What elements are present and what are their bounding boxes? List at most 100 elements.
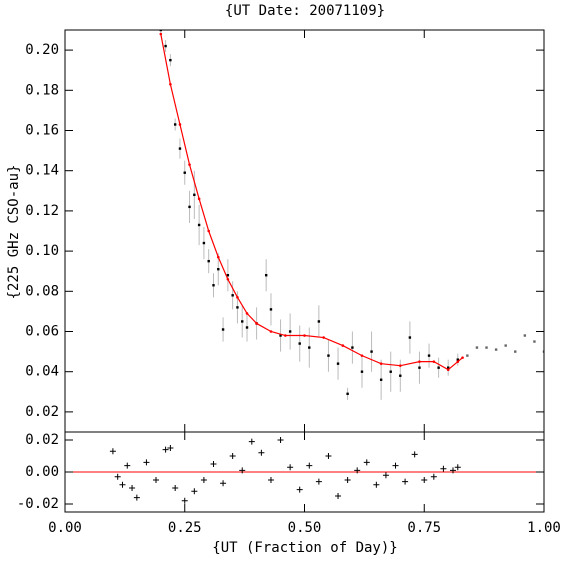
fit-point bbox=[178, 123, 182, 126]
residual-point bbox=[392, 462, 399, 469]
y-tick-label: 0.10 bbox=[25, 243, 59, 259]
data-point bbox=[226, 274, 230, 277]
data-point bbox=[379, 378, 383, 381]
y-tick-label: 0.18 bbox=[25, 82, 59, 98]
residual-point bbox=[229, 453, 236, 459]
data-point bbox=[389, 370, 392, 373]
data-point bbox=[408, 336, 412, 339]
residual-point bbox=[119, 481, 126, 488]
data-point bbox=[346, 392, 349, 396]
fit-point bbox=[236, 296, 239, 299]
residual-point bbox=[133, 494, 140, 501]
data-point bbox=[164, 44, 167, 48]
fit-point bbox=[197, 197, 201, 201]
data-point bbox=[279, 334, 282, 337]
fit-point bbox=[255, 322, 258, 325]
residual-point bbox=[210, 461, 217, 467]
data-point bbox=[264, 274, 268, 277]
data-point bbox=[370, 350, 373, 353]
data-point bbox=[351, 346, 354, 349]
fit-point bbox=[432, 360, 436, 363]
data-point bbox=[360, 370, 364, 373]
residual-point bbox=[239, 467, 246, 474]
fit-point bbox=[399, 364, 402, 367]
residual-point bbox=[277, 437, 284, 443]
data-point bbox=[542, 350, 544, 353]
data-point bbox=[437, 366, 440, 369]
data-point bbox=[514, 350, 517, 353]
residual-point bbox=[248, 438, 255, 445]
data-point bbox=[485, 346, 488, 349]
data-point bbox=[288, 330, 292, 333]
data-point bbox=[193, 193, 196, 197]
residual-point bbox=[267, 477, 274, 483]
y-tick-label: 0.16 bbox=[25, 123, 59, 139]
data-point bbox=[427, 354, 431, 357]
data-point bbox=[169, 58, 172, 62]
plot-area bbox=[65, 437, 544, 504]
y-tick-label: 0.04 bbox=[25, 364, 59, 380]
fit-point bbox=[341, 344, 345, 347]
residual-point bbox=[200, 477, 207, 483]
y-tick-label: 0.14 bbox=[25, 163, 59, 179]
y-tick-label: 0.06 bbox=[25, 324, 59, 340]
fit-point bbox=[245, 312, 249, 315]
fit-point bbox=[418, 360, 421, 363]
data-point bbox=[231, 294, 234, 297]
residual-point bbox=[167, 445, 174, 451]
y-tick-label: 0.08 bbox=[25, 283, 59, 299]
fit-point bbox=[303, 334, 306, 337]
data-point bbox=[298, 342, 301, 345]
data-point bbox=[236, 306, 239, 309]
fit-point bbox=[216, 255, 220, 259]
residual-point bbox=[325, 453, 332, 459]
data-point bbox=[475, 346, 479, 349]
y-tick-label: 0.02 bbox=[25, 404, 59, 420]
residual-point bbox=[402, 478, 409, 485]
fit-point bbox=[226, 277, 230, 281]
residual-point bbox=[363, 459, 370, 466]
residual-point bbox=[287, 464, 294, 471]
fit-point bbox=[461, 356, 464, 359]
residual-point bbox=[296, 486, 303, 493]
residual-point bbox=[191, 488, 198, 495]
fit-point bbox=[360, 354, 364, 357]
y-tick-label: 0.20 bbox=[25, 42, 59, 58]
plot-frame bbox=[64, 29, 545, 433]
fit-line bbox=[160, 33, 463, 371]
data-point bbox=[221, 328, 225, 331]
residual-point bbox=[114, 473, 121, 480]
x-tick-label: 0.50 bbox=[288, 520, 322, 536]
residual-point bbox=[181, 497, 188, 504]
data-point bbox=[447, 366, 450, 369]
residual-point bbox=[153, 477, 160, 483]
residual-point bbox=[124, 462, 131, 469]
residual-point bbox=[306, 462, 313, 469]
x-axis-label: {UT (Fraction of Day)} bbox=[212, 540, 397, 556]
fit-point bbox=[169, 82, 172, 86]
fit-point bbox=[159, 32, 163, 36]
residual-point bbox=[449, 467, 456, 474]
data-point bbox=[217, 267, 220, 271]
residual-point bbox=[143, 459, 150, 466]
fit-point bbox=[207, 229, 210, 233]
residual-point bbox=[344, 477, 351, 483]
data-point bbox=[308, 346, 311, 349]
fit-point bbox=[446, 368, 450, 371]
y-axis-label: {225 GHz CSO-au} bbox=[6, 165, 22, 300]
x-tick-label: 1.00 bbox=[527, 520, 561, 536]
data-point bbox=[173, 123, 177, 126]
data-point bbox=[178, 147, 182, 150]
fit-point bbox=[269, 330, 273, 333]
y-tick-label: 0.02 bbox=[25, 432, 59, 448]
data-point bbox=[317, 320, 321, 323]
data-point bbox=[269, 308, 273, 311]
residual-point bbox=[382, 472, 389, 479]
fit-point bbox=[379, 362, 383, 365]
data-point bbox=[202, 241, 206, 245]
x-tick-label: 0.00 bbox=[48, 520, 82, 536]
residual-point bbox=[335, 493, 342, 499]
data-point bbox=[456, 358, 459, 361]
data-point bbox=[197, 223, 201, 227]
data-point bbox=[183, 171, 186, 174]
